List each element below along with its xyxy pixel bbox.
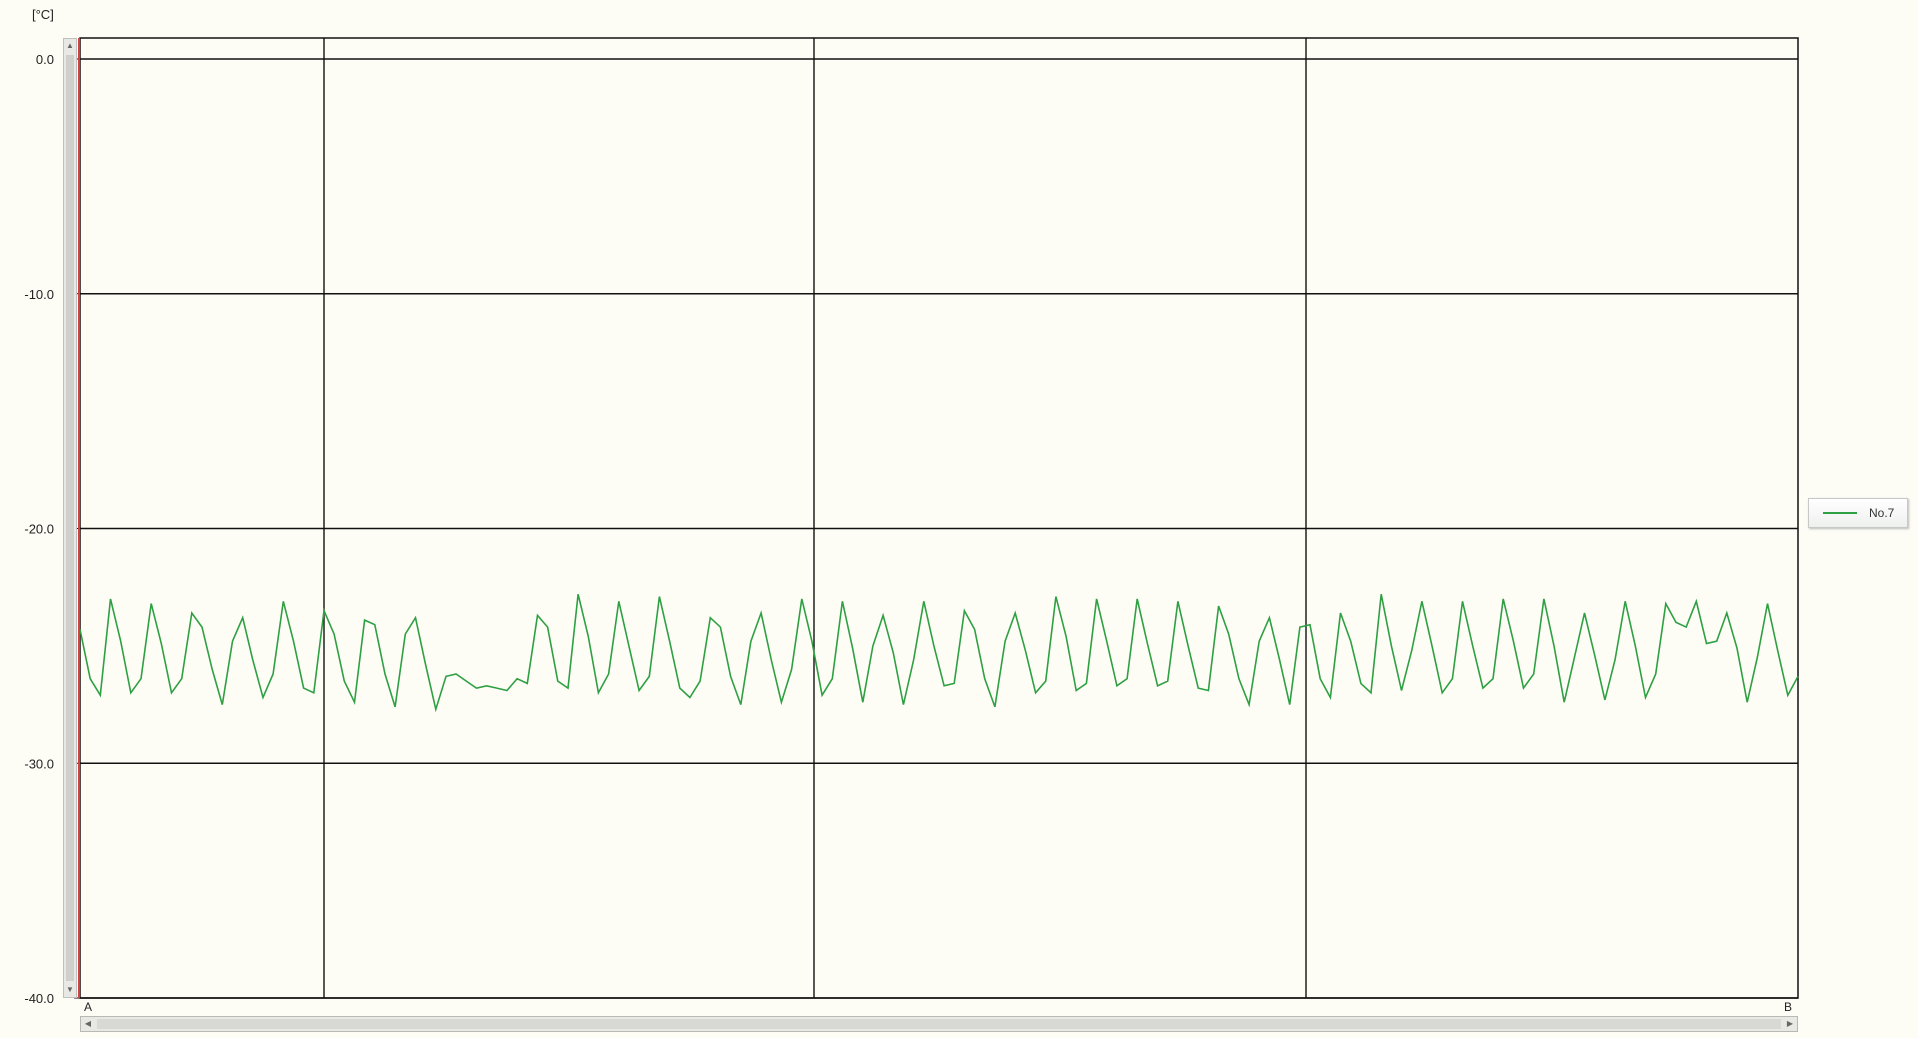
y-tick-label: -30.0: [24, 756, 54, 771]
series-line-no7: [79, 594, 1799, 713]
vertical-scroll-thumb[interactable]: [66, 55, 74, 981]
y-tick-label: -10.0: [24, 287, 54, 302]
scroll-up-icon[interactable]: ▲: [66, 41, 74, 50]
legend-label: No.7: [1869, 506, 1895, 520]
y-axis-unit: [°C]: [32, 7, 54, 22]
legend-swatch: [1823, 512, 1857, 514]
horizontal-scroll-track[interactable]: ◀ ▶: [80, 1016, 1798, 1032]
y-axis-line: [78, 38, 80, 998]
cursor-a-marker[interactable]: A: [84, 1000, 93, 1014]
series-layer: [79, 594, 1799, 713]
legend[interactable]: No.7: [1808, 498, 1908, 528]
horizontal-scrollbar[interactable]: ◀ ▶: [80, 1000, 1798, 1034]
y-axis-ticks: 0.0 -10.0 -20.0 -30.0 -40.0: [24, 52, 80, 1006]
y-tick-label: -20.0: [24, 522, 54, 537]
grid-lines: [80, 38, 1798, 999]
y-tick-label: 0.0: [36, 52, 54, 67]
scroll-right-icon[interactable]: ▶: [1786, 1019, 1794, 1028]
scroll-left-icon[interactable]: ◀: [84, 1019, 92, 1028]
horizontal-scroll-thumb[interactable]: [97, 1019, 1781, 1029]
scroll-down-icon[interactable]: ▼: [66, 985, 74, 994]
vertical-scrollbar[interactable]: ▲ ▼: [63, 38, 77, 998]
y-tick-label: -40.0: [24, 991, 54, 1006]
plot-area: [79, 37, 1799, 999]
cursor-b-marker[interactable]: B: [1784, 1000, 1793, 1014]
